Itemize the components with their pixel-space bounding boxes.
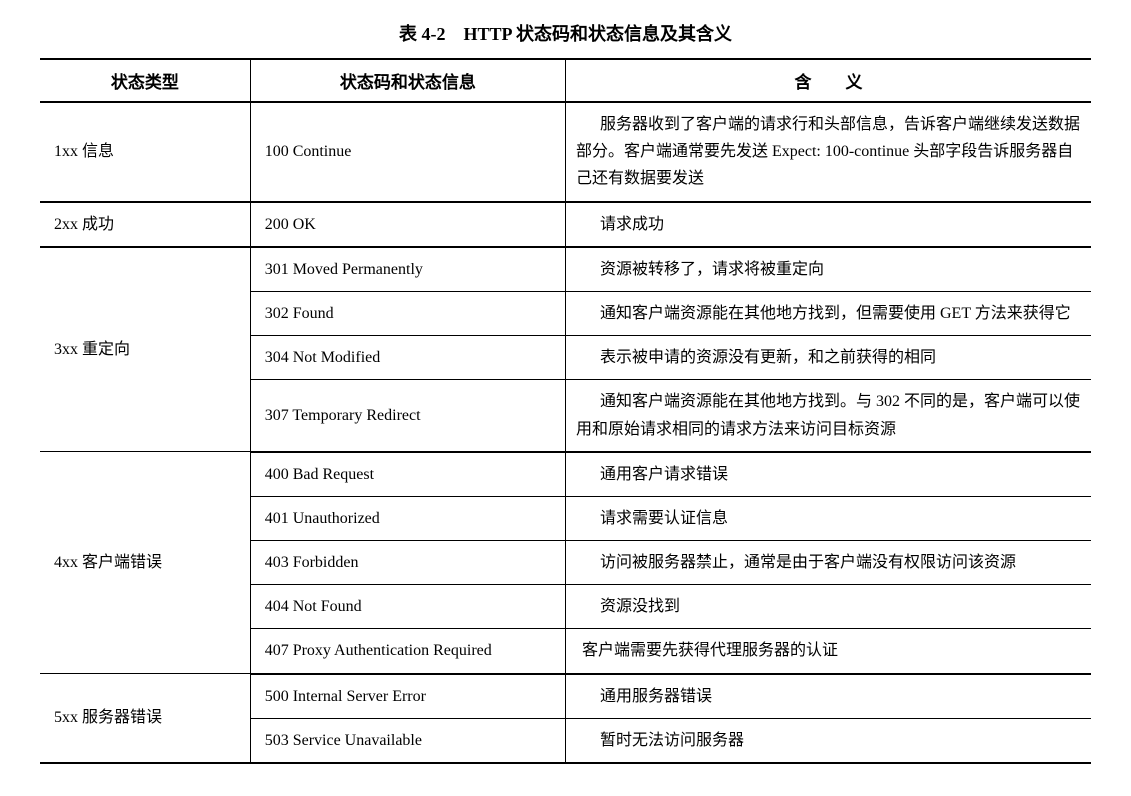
header-meaning: 含义 bbox=[565, 59, 1091, 102]
meaning-cell: 请求需要认证信息 bbox=[565, 496, 1091, 540]
header-status-type: 状态类型 bbox=[40, 59, 250, 102]
category-cell: 4xx 客户端错误 bbox=[40, 452, 250, 674]
header-status-code: 状态码和状态信息 bbox=[250, 59, 565, 102]
code-cell: 307 Temporary Redirect bbox=[250, 380, 565, 452]
code-cell: 500 Internal Server Error bbox=[250, 674, 565, 719]
table-row: 1xx 信息 100 Continue 服务器收到了客户端的请求行和头部信息，告… bbox=[40, 102, 1091, 202]
table-body: 1xx 信息 100 Continue 服务器收到了客户端的请求行和头部信息，告… bbox=[40, 102, 1091, 763]
category-cell: 5xx 服务器错误 bbox=[40, 674, 250, 763]
meaning-cell: 客户端需要先获得代理服务器的认证 bbox=[565, 629, 1091, 674]
meaning-cell: 请求成功 bbox=[565, 202, 1091, 247]
code-cell: 302 Found bbox=[250, 291, 565, 335]
meaning-cell: 资源没找到 bbox=[565, 585, 1091, 629]
table-row: 5xx 服务器错误 500 Internal Server Error 通用服务… bbox=[40, 674, 1091, 719]
code-cell: 301 Moved Permanently bbox=[250, 247, 565, 292]
code-cell: 401 Unauthorized bbox=[250, 496, 565, 540]
category-cell: 1xx 信息 bbox=[40, 102, 250, 202]
code-cell: 407 Proxy Authentication Required bbox=[250, 629, 565, 674]
table-header-row: 状态类型 状态码和状态信息 含义 bbox=[40, 59, 1091, 102]
code-cell: 200 OK bbox=[250, 202, 565, 247]
code-cell: 100 Continue bbox=[250, 102, 565, 202]
table-row: 3xx 重定向 301 Moved Permanently 资源被转移了，请求将… bbox=[40, 247, 1091, 292]
code-cell: 304 Not Modified bbox=[250, 336, 565, 380]
code-cell: 404 Not Found bbox=[250, 585, 565, 629]
meaning-cell: 暂时无法访问服务器 bbox=[565, 718, 1091, 763]
meaning-cell: 通知客户端资源能在其他地方找到，但需要使用 GET 方法来获得它 bbox=[565, 291, 1091, 335]
code-cell: 503 Service Unavailable bbox=[250, 718, 565, 763]
meaning-cell: 通用服务器错误 bbox=[565, 674, 1091, 719]
meaning-cell: 表示被申请的资源没有更新，和之前获得的相同 bbox=[565, 336, 1091, 380]
table-row: 2xx 成功 200 OK 请求成功 bbox=[40, 202, 1091, 247]
code-cell: 403 Forbidden bbox=[250, 541, 565, 585]
code-cell: 400 Bad Request bbox=[250, 452, 565, 497]
meaning-cell: 资源被转移了，请求将被重定向 bbox=[565, 247, 1091, 292]
category-cell: 3xx 重定向 bbox=[40, 247, 250, 452]
category-cell: 2xx 成功 bbox=[40, 202, 250, 247]
status-code-table: 状态类型 状态码和状态信息 含义 1xx 信息 100 Continue 服务器… bbox=[40, 58, 1091, 764]
table-row: 4xx 客户端错误 400 Bad Request 通用客户请求错误 bbox=[40, 452, 1091, 497]
meaning-cell: 访问被服务器禁止，通常是由于客户端没有权限访问该资源 bbox=[565, 541, 1091, 585]
meaning-cell: 通知客户端资源能在其他地方找到。与 302 不同的是，客户端可以使用和原始请求相… bbox=[565, 380, 1091, 452]
meaning-cell: 服务器收到了客户端的请求行和头部信息，告诉客户端继续发送数据部分。客户端通常要先… bbox=[565, 102, 1091, 202]
table-caption: 表 4-2 HTTP 状态码和状态信息及其含义 bbox=[40, 20, 1091, 46]
meaning-cell: 通用客户请求错误 bbox=[565, 452, 1091, 497]
